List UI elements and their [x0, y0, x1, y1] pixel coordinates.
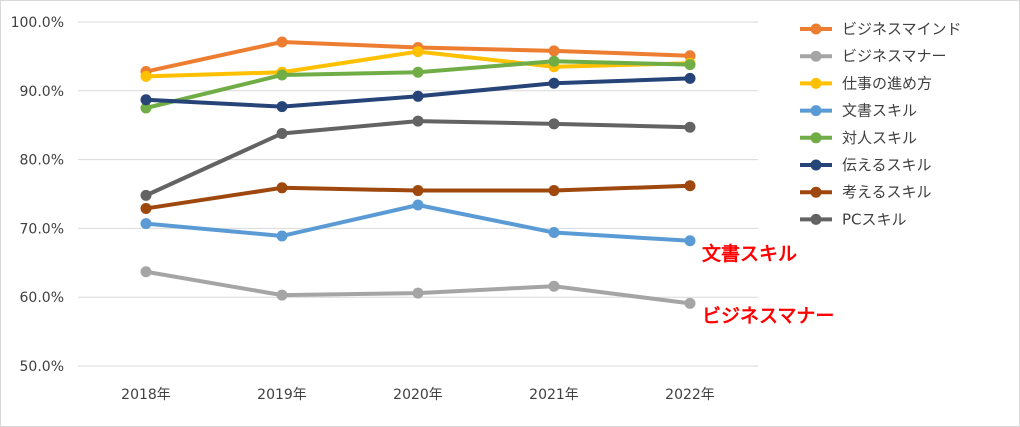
legend-label: PCスキル — [842, 210, 907, 228]
legend-marker — [810, 132, 822, 144]
y-tick-label: 90.0% — [20, 84, 64, 100]
data-point — [548, 185, 560, 197]
legend-marker — [810, 213, 822, 225]
data-point — [140, 102, 152, 114]
data-point — [548, 227, 560, 239]
legend-label: 文書スキル — [842, 102, 917, 120]
annotation-business-manner: ビジネスマナー — [702, 305, 834, 327]
legend-label: ビジネスマインド — [842, 20, 962, 38]
legend-item: ビジネスマナー — [800, 47, 947, 65]
data-point — [276, 101, 288, 113]
x-tick-label: 2018年 — [121, 387, 171, 403]
legend-item: 文書スキル — [800, 102, 917, 120]
legend-marker — [810, 77, 822, 89]
legend-label: 仕事の進め方 — [842, 74, 932, 92]
data-point — [140, 218, 152, 230]
data-point — [548, 77, 560, 89]
data-point — [412, 66, 424, 78]
legend-item: 考えるスキル — [800, 183, 932, 201]
data-point — [684, 180, 696, 192]
legend-label: 伝えるスキル — [842, 156, 932, 174]
legend-label: ビジネスマナー — [842, 47, 947, 65]
data-point — [684, 297, 696, 309]
y-tick-label: 80.0% — [20, 153, 64, 169]
data-point — [548, 45, 560, 57]
x-tick-label: 2021年 — [529, 387, 579, 403]
data-point — [412, 199, 424, 211]
x-tick-label: 2019年 — [257, 387, 307, 403]
data-point — [276, 69, 288, 81]
legend-marker — [810, 50, 822, 62]
series-line — [144, 269, 692, 306]
data-point — [276, 127, 288, 139]
x-tick-label: 2020年 — [393, 387, 443, 403]
data-point — [412, 185, 424, 197]
legend-item: 伝えるスキル — [800, 156, 932, 174]
series-3 — [140, 199, 696, 247]
series-6 — [140, 180, 696, 214]
series-line — [144, 119, 692, 198]
data-point — [548, 118, 560, 130]
legend-label: 考えるスキル — [842, 183, 932, 201]
legend-item: 対人スキル — [800, 129, 917, 147]
legend-marker — [810, 23, 822, 35]
y-tick-label: 50.0% — [20, 359, 64, 375]
x-axis-ticks: 2018年 2019年 2020年 2021年 2022年 — [121, 387, 715, 403]
legend-label: 対人スキル — [842, 129, 917, 147]
data-point — [276, 230, 288, 242]
data-point — [412, 287, 424, 299]
x-tick-label: 2022年 — [665, 387, 715, 403]
data-point — [276, 289, 288, 301]
series-lines — [140, 36, 696, 309]
data-point — [140, 94, 152, 106]
data-point — [276, 36, 288, 48]
data-point — [684, 72, 696, 84]
data-point — [140, 266, 152, 278]
legend: ビジネスマインドビジネスマナー仕事の進め方文書スキル対人スキル伝えるスキル考える… — [800, 20, 962, 228]
data-point — [140, 189, 152, 201]
legend-item: PCスキル — [800, 210, 907, 228]
data-point — [412, 90, 424, 102]
legend-item: ビジネスマインド — [800, 20, 962, 38]
data-point — [684, 235, 696, 247]
data-point — [684, 50, 696, 62]
data-point — [684, 59, 696, 71]
y-tick-label: 70.0% — [20, 221, 64, 237]
series-7 — [140, 115, 696, 201]
legend-marker — [810, 159, 822, 171]
data-point — [276, 182, 288, 194]
legend-marker — [810, 186, 822, 198]
legend-item: 仕事の進め方 — [800, 74, 932, 92]
y-tick-label: 60.0% — [20, 290, 64, 306]
annotation-bunsho: 文書スキル — [702, 242, 797, 265]
series-1 — [140, 266, 696, 309]
data-point — [548, 55, 560, 67]
series-5 — [140, 72, 696, 113]
data-point — [684, 121, 696, 133]
data-point — [140, 70, 152, 82]
y-axis-ticks: 50.0% 60.0% 70.0% 80.0% 90.0% 100.0% — [11, 15, 64, 375]
data-point — [548, 280, 560, 292]
y-tick-label: 100.0% — [11, 15, 64, 31]
data-point — [412, 115, 424, 127]
legend-marker — [810, 105, 822, 117]
data-point — [140, 202, 152, 214]
series-4 — [140, 55, 696, 114]
data-point — [412, 46, 424, 58]
